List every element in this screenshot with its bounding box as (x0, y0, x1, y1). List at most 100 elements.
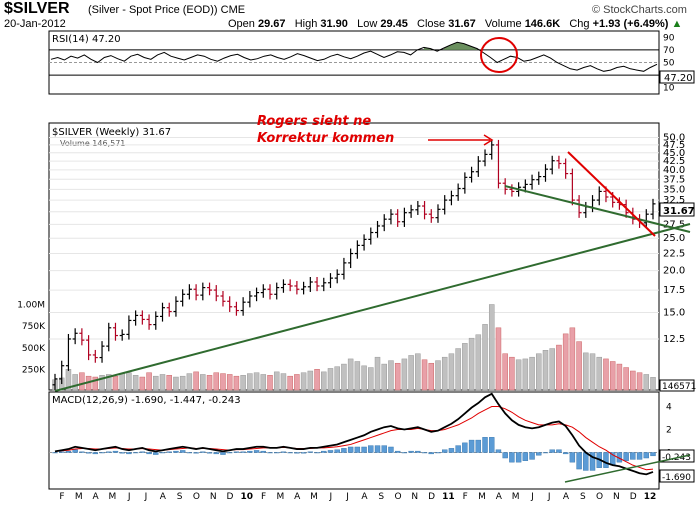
macd-tick-label: 2 (666, 426, 672, 436)
volume-bar (153, 375, 159, 391)
volume-bar (650, 377, 656, 391)
up-arrow-icon: ▲ (671, 18, 683, 30)
volume-bar (428, 362, 435, 391)
volume-bar (92, 376, 99, 391)
macd-histogram-bar (220, 452, 226, 455)
rsi-tick-label: 50 (663, 59, 675, 69)
macd-histogram-bar (166, 451, 172, 453)
x-tick-label: 10 (241, 492, 254, 502)
macd-histogram-bar (300, 452, 307, 454)
macd-histogram-bar (408, 450, 414, 453)
macd-histogram-bar (240, 451, 246, 453)
x-tick-label: J (127, 492, 131, 502)
volume-bar (72, 374, 78, 391)
macd-histogram-bar (509, 452, 515, 463)
x-tick-label: F (463, 492, 468, 502)
x-tick-label: J (547, 492, 551, 502)
volume-bar (226, 374, 233, 391)
macd-histogram-bar (159, 452, 166, 454)
volume-bar (455, 348, 461, 391)
rsi-tick-label: 10 (663, 84, 675, 94)
macd-histogram-bar (213, 452, 219, 455)
macd-histogram-bar (562, 452, 569, 455)
macd-histogram-bar (280, 451, 287, 453)
x-tick-label: 11 (442, 492, 455, 502)
x-tick-label: A (93, 492, 100, 502)
macd-histogram-bar (334, 449, 340, 453)
volume-bar (287, 375, 293, 391)
macd-histogram-bar (502, 452, 508, 459)
volume-bar (388, 360, 394, 391)
macd-last-value: -1.690 (662, 473, 691, 483)
volume-bar (347, 358, 354, 391)
x-tick-label: F (261, 492, 266, 502)
macd-histogram-bar (153, 452, 159, 455)
volume-bar (273, 371, 280, 391)
price-label: $SILVER (Weekly) 31.67 (52, 127, 171, 138)
volume-tick-label: 500K (22, 344, 46, 354)
volume-bar (334, 366, 340, 391)
macd-histogram-bar (52, 452, 58, 454)
x-tick-label: A (361, 492, 368, 502)
open-value: 29.67 (257, 18, 286, 30)
x-tick-label: N (613, 492, 620, 502)
price-tick-label: 35.0 (663, 184, 685, 195)
price-panel: $SILVER (Weekly) 31.67 Volume 146,571 12… (17, 37, 696, 415)
x-tick-label: M (512, 492, 520, 502)
price-bars (52, 139, 656, 390)
macd-histogram-bar (415, 450, 421, 453)
macd-histogram-bar (536, 452, 542, 456)
macd-histogram-bar (294, 452, 300, 454)
volume-last-badge (659, 379, 695, 392)
macd-histogram-bar (59, 451, 65, 453)
annotation-line1: Rogers sieht ne (257, 114, 371, 129)
volume-bar (294, 374, 300, 391)
macd-histogram-bar (515, 452, 522, 463)
macd-histogram-bar (435, 452, 441, 454)
macd-histogram-bar (247, 450, 253, 453)
price-tick-label: 25.0 (663, 233, 685, 244)
volume-bar (583, 352, 589, 391)
macd-histogram-bar (307, 451, 314, 453)
macd-histogram-bar (267, 452, 273, 454)
x-tick-label: D (428, 492, 435, 502)
x-tick-label: O (596, 492, 603, 502)
macd-histogram-bar (542, 452, 549, 454)
price-tick-label: 20.0 (663, 266, 685, 277)
volume-panel-label: Volume 146,571 (60, 139, 125, 148)
volume-bar (240, 375, 246, 391)
macd-histogram-bar (200, 451, 206, 453)
high-value: 31.90 (320, 18, 348, 30)
macd-histogram-bar (442, 449, 448, 453)
volume-bar (522, 358, 529, 391)
volume-bar (462, 343, 468, 391)
macd-histogram-bar (85, 452, 92, 454)
volume-bar (609, 361, 616, 391)
x-tick-label: J (144, 492, 148, 502)
low-label: Low (357, 18, 378, 30)
macd-histogram-bar (112, 450, 119, 453)
volume-bar (415, 353, 421, 391)
price-tick-label: 40.0 (663, 165, 685, 176)
macd-histogram-bar (79, 451, 85, 453)
macd-histogram-bar (455, 445, 461, 453)
macd-histogram-bar (482, 437, 488, 453)
volume-bar (495, 327, 502, 391)
price-tick-label: 27.5 (663, 219, 685, 230)
x-tick-label: M (310, 492, 318, 502)
macd-x-axis: F M A M J J A S O N D 10 F M A M J J A S O N D 11 F M A M J J A S O N D 12 (59, 492, 656, 502)
macd-histogram-bar (193, 452, 199, 454)
volume-bar (623, 367, 629, 391)
volume-bar (106, 374, 112, 391)
low-value: 29.45 (380, 18, 408, 30)
volume-axis: 250K 500K 750K 1.00M (17, 301, 46, 376)
price-last-badge (659, 202, 695, 217)
volume-bar (327, 368, 334, 391)
x-tick-label: O (193, 492, 200, 502)
exchange-text: CME (220, 4, 246, 16)
rsi-last-value: 47.20 (664, 73, 693, 84)
price-tick-label: 12.5 (663, 334, 685, 345)
volume-bar (126, 372, 132, 391)
macd-histogram-bar (388, 446, 394, 453)
price-tick-label: 32.5 (663, 195, 685, 206)
